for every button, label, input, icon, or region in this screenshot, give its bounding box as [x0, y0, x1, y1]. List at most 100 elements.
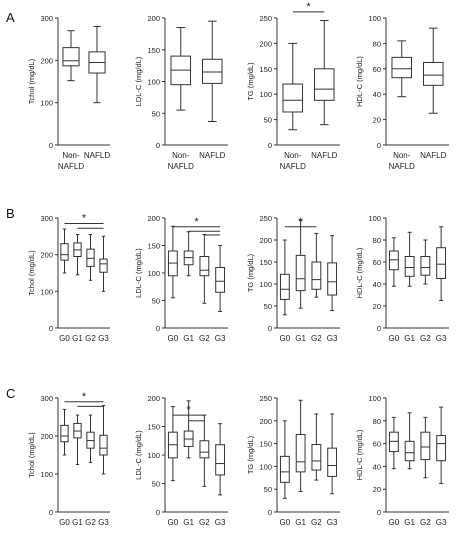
box-g2	[199, 414, 210, 487]
significance-star: *	[298, 216, 303, 228]
significance-star: *	[306, 1, 311, 13]
y-axis-label: LDL-C (mg/dL)	[134, 430, 143, 480]
y-axis-label: HDL-C (mg/dL)	[355, 429, 364, 480]
y-tick-label: 50	[152, 109, 160, 118]
y-tick-label: 100	[259, 462, 272, 471]
x-tick-label: G3	[436, 518, 447, 527]
x-tick-label: G2	[85, 334, 96, 343]
y-tick-label: 0	[156, 508, 160, 517]
x-tick-label: G2	[420, 334, 431, 343]
iqr-box	[388, 431, 399, 453]
chart-panel-c-3: 0 50 100 150 200 250 TG (mg/dL) G0 G1 G2 G3	[246, 394, 340, 527]
x-tick-label: Non-NAFLD	[280, 151, 306, 171]
iqr-box	[313, 68, 335, 101]
x-tick-label: Non-NAFLD	[168, 151, 194, 171]
y-tick-label: 60	[373, 65, 381, 74]
box-non--nafld	[391, 40, 413, 98]
chart-panel-a-4: 0 20 40 60 80 100 HDL-C (mg/dL) Non-NAFLD NAFLD	[355, 14, 449, 171]
iqr-box	[199, 440, 210, 459]
y-tick-label: 250	[259, 14, 272, 23]
chart-panel-a-3: 0 50 100 150 200 250 TG (mg/dL) Non-NAFLD NAFLD *	[246, 1, 340, 171]
box-nafld	[422, 27, 444, 114]
significance-star: *	[82, 213, 87, 225]
iqr-box	[62, 47, 80, 67]
box-g1	[404, 231, 415, 287]
y-tick-label: 300	[40, 14, 53, 23]
row-label-b: B	[6, 206, 15, 221]
row-label-c: C	[6, 386, 16, 401]
x-tick-label: G2	[420, 518, 431, 527]
y-tick-label: 80	[373, 39, 381, 48]
y-tick-label: 0	[377, 141, 381, 150]
y-tick-label: 40	[373, 90, 381, 99]
iqr-box	[99, 434, 108, 456]
x-tick-label: G0	[389, 518, 400, 527]
box-g1	[183, 400, 194, 459]
box-g3	[327, 235, 338, 311]
box-g2	[311, 232, 322, 298]
chart-panel-a-2: 0 50 100 150 200 LDL-C (mg/dL) Non-NAFLD NAFLD	[134, 14, 228, 171]
y-tick-label: 100	[368, 14, 381, 23]
box-g3	[436, 226, 447, 301]
box-g2	[311, 413, 322, 481]
x-tick-label: G3	[215, 518, 226, 527]
iqr-box	[60, 243, 69, 261]
box-g2	[86, 234, 95, 281]
box-g3	[215, 423, 226, 496]
y-tick-label: 50	[152, 297, 160, 306]
y-tick-label: 200	[147, 214, 160, 223]
x-tick-label: G0	[280, 518, 291, 527]
box-non--nafld	[170, 27, 192, 111]
iqr-box	[279, 455, 290, 483]
iqr-box	[420, 431, 431, 461]
x-tick-label: Non-NAFLD	[58, 151, 84, 171]
x-tick-label: G0	[168, 518, 179, 527]
x-tick-label: NAFLD	[199, 151, 225, 160]
box-g1	[295, 399, 306, 492]
x-tick-label: NAFLD	[420, 151, 446, 160]
iqr-box	[327, 447, 338, 477]
iqr-box	[436, 247, 447, 279]
y-tick-label: 150	[147, 46, 160, 55]
y-tick-label: 0	[268, 508, 272, 517]
y-tick-label: 0	[49, 141, 53, 150]
x-tick-label: G2	[199, 518, 210, 527]
box-nafld	[88, 25, 106, 104]
y-tick-label: 50	[152, 480, 160, 489]
iqr-box	[215, 444, 226, 476]
y-tick-label: 200	[259, 39, 272, 48]
y-tick-label: 40	[373, 280, 381, 289]
y-tick-label: 100	[368, 214, 381, 223]
x-tick-label: G3	[327, 518, 338, 527]
x-tick-label: G3	[215, 334, 226, 343]
box-g1	[295, 219, 306, 309]
chart-panel-b-1: 0 100 200 300 Tchol (mg/dL) G0 G1 G2 G3 *	[27, 213, 110, 343]
y-tick-label: 20	[373, 116, 381, 125]
x-tick-label: G1	[183, 334, 194, 343]
iqr-box	[201, 58, 223, 84]
significance-star: *	[186, 404, 191, 416]
y-tick-label: 100	[368, 394, 381, 403]
y-tick-label: 80	[373, 417, 381, 426]
y-tick-label: 200	[147, 394, 160, 403]
y-axis-label: HDL-C (mg/dL)	[355, 247, 364, 298]
significance-star: *	[82, 391, 87, 403]
significance-star: *	[194, 216, 199, 228]
iqr-box	[404, 440, 415, 462]
iqr-box	[388, 250, 399, 271]
y-tick-label: 200	[259, 417, 272, 426]
y-axis-label: HDL-C (mg/dL)	[355, 56, 364, 107]
iqr-box	[99, 258, 108, 273]
y-tick-label: 100	[147, 78, 160, 87]
y-axis-label: TG (mg/dL)	[246, 62, 255, 101]
x-tick-label: G3	[98, 518, 109, 527]
box-g2	[420, 239, 431, 285]
chart-panel-c-4: 0 20 40 60 80 100 HDL-C (mg/dL) G0 G1 G2 G3	[355, 394, 449, 527]
x-tick-label: G0	[59, 334, 70, 343]
box-g1	[73, 234, 82, 276]
box-g0	[279, 420, 290, 499]
box-g1	[73, 414, 82, 465]
